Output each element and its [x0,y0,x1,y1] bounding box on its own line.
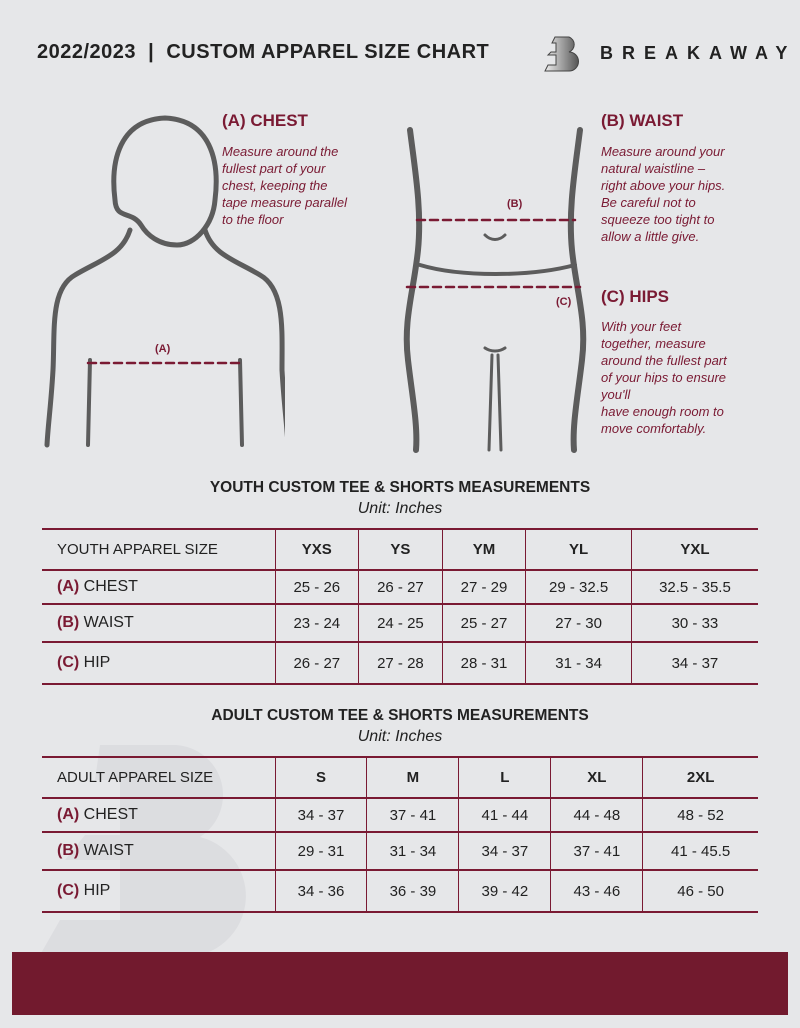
size-header: YXS [274,529,359,571]
size-header: YXL [630,529,758,571]
upper-body-illustration [44,115,285,448]
adult-unit: Unit: Inches [357,728,443,745]
measure-code: (B) [57,842,80,859]
measure-value: 41 - 44 [458,798,551,833]
size-label: ADULT APPAREL SIZE [42,757,275,799]
size-header: XL [550,757,643,799]
measure-value: 25 - 27 [441,604,526,643]
page-title: 2022/2023 | CUSTOM APPAREL SIZE CHART [37,41,490,63]
measure-label: (A) CHEST [42,570,275,605]
measure-value: 43 - 46 [550,870,643,913]
table-header-row: YOUTH APPAREL SIZE YXS YS YM YL YXL [42,529,758,571]
hips-marker: (C) [556,296,572,308]
adult-section-title: ADULT CUSTOM TEE & SHORTS MEASUREMENTS [211,707,589,724]
youth-unit: Unit: Inches [357,500,443,517]
measure-value: 23 - 24 [274,604,359,643]
table-row: (A) CHEST 34 - 37 37 - 41 41 - 44 44 - 48 48 … [42,798,758,833]
adult-size-table: ADULT APPAREL SIZE S M L XL 2XL (A) CHEST 34 - … [42,756,758,913]
measure-name: HIP [83,654,111,671]
lower-body-illustration [403,127,587,453]
waist-marker: (B) [507,198,523,210]
measure-value: 26 - 27 [358,570,443,605]
measure-value: 37 - 41 [366,798,459,833]
measure-name: CHEST [83,806,138,823]
measure-value: 37 - 41 [550,832,643,871]
measure-code: (A) [57,578,80,595]
measure-value: 41 - 45.5 [642,832,758,871]
measure-value: 34 - 36 [274,870,367,913]
measure-value: 34 - 37 [630,642,758,685]
brand-name: BREAKAWAY [600,43,797,63]
measure-value: 27 - 28 [358,642,443,685]
measure-value: 26 - 27 [274,642,359,685]
measure-value: 34 - 37 [274,798,367,833]
chest-heading: (A) CHEST [222,111,308,130]
youth-section-title: YOUTH CUSTOM TEE & SHORTS MEASUREMENTS [209,479,591,496]
measure-name: WAIST [83,614,134,631]
size-header: YL [525,529,632,571]
measure-code: (C) [57,654,80,671]
measure-label: (C) HIP [42,642,275,685]
table-row: (B) WAIST 23 - 24 24 - 25 25 - 27 27 - 30 30 … [42,604,758,643]
size-header: YM [441,529,526,571]
table-header-row: ADULT APPAREL SIZE S M L XL 2XL [42,757,758,799]
measure-code: (B) [57,614,80,631]
measure-name: CHEST [83,578,138,595]
measure-label: (C) HIP [42,870,275,913]
measure-value: 34 - 37 [458,832,551,871]
measure-value: 30 - 33 [630,604,758,643]
measure-value: 36 - 39 [366,870,459,913]
size-header: S [274,757,367,799]
measure-value: 48 - 52 [642,798,758,833]
size-header: 2XL [642,757,758,799]
hips-description: With your feet together, measure around … [601,319,727,436]
measure-name: HIP [83,882,111,899]
hips-heading: (C) HIPS [601,287,669,306]
table-row: (B) WAIST 29 - 31 31 - 34 34 - 37 37 - 41 41 … [42,832,758,871]
measure-value: 44 - 48 [550,798,643,833]
measure-value: 31 - 34 [525,642,632,685]
size-header: M [366,757,459,799]
measure-value: 32.5 - 35.5 [630,570,758,605]
measure-value: 39 - 42 [458,870,551,913]
footer-bar [12,952,788,1015]
youth-size-table: YOUTH APPAREL SIZE YXS YS YM YL YXL (A) CHEST 2… [42,528,758,685]
measure-value: 27 - 29 [441,570,526,605]
size-header: YS [358,529,443,571]
measure-value: 29 - 32.5 [525,570,632,605]
measure-value: 27 - 30 [525,604,632,643]
measure-name: WAIST [83,842,134,859]
table-row: (C) HIP 26 - 27 27 - 28 28 - 31 31 - 34 34 - … [42,642,758,685]
table-row: (C) HIP 34 - 36 36 - 39 39 - 42 43 - 46 46 - … [42,870,758,913]
breakaway-logo-icon [544,36,579,72]
measure-label: (B) WAIST [42,604,275,643]
measure-code: (C) [57,882,80,899]
measure-value: 28 - 31 [441,642,526,685]
measure-label: (A) CHEST [42,798,275,833]
measure-code: (A) [57,806,80,823]
measure-value: 24 - 25 [358,604,443,643]
measure-value: 25 - 26 [274,570,359,605]
measure-value: 31 - 34 [366,832,459,871]
waist-description: Measure around your natural waistline – … [601,144,726,244]
size-header: L [458,757,551,799]
table-row: (A) CHEST 25 - 26 26 - 27 27 - 29 29 - 32.5 3… [42,570,758,605]
waist-heading: (B) WAIST [601,111,684,130]
measure-label: (B) WAIST [42,832,275,871]
size-label: YOUTH APPAREL SIZE [42,529,275,571]
chest-description: Measure around the fullest part of your … [222,144,348,227]
measure-value: 29 - 31 [274,832,367,871]
chest-marker: (A) [155,343,171,355]
measure-value: 46 - 50 [642,870,758,913]
